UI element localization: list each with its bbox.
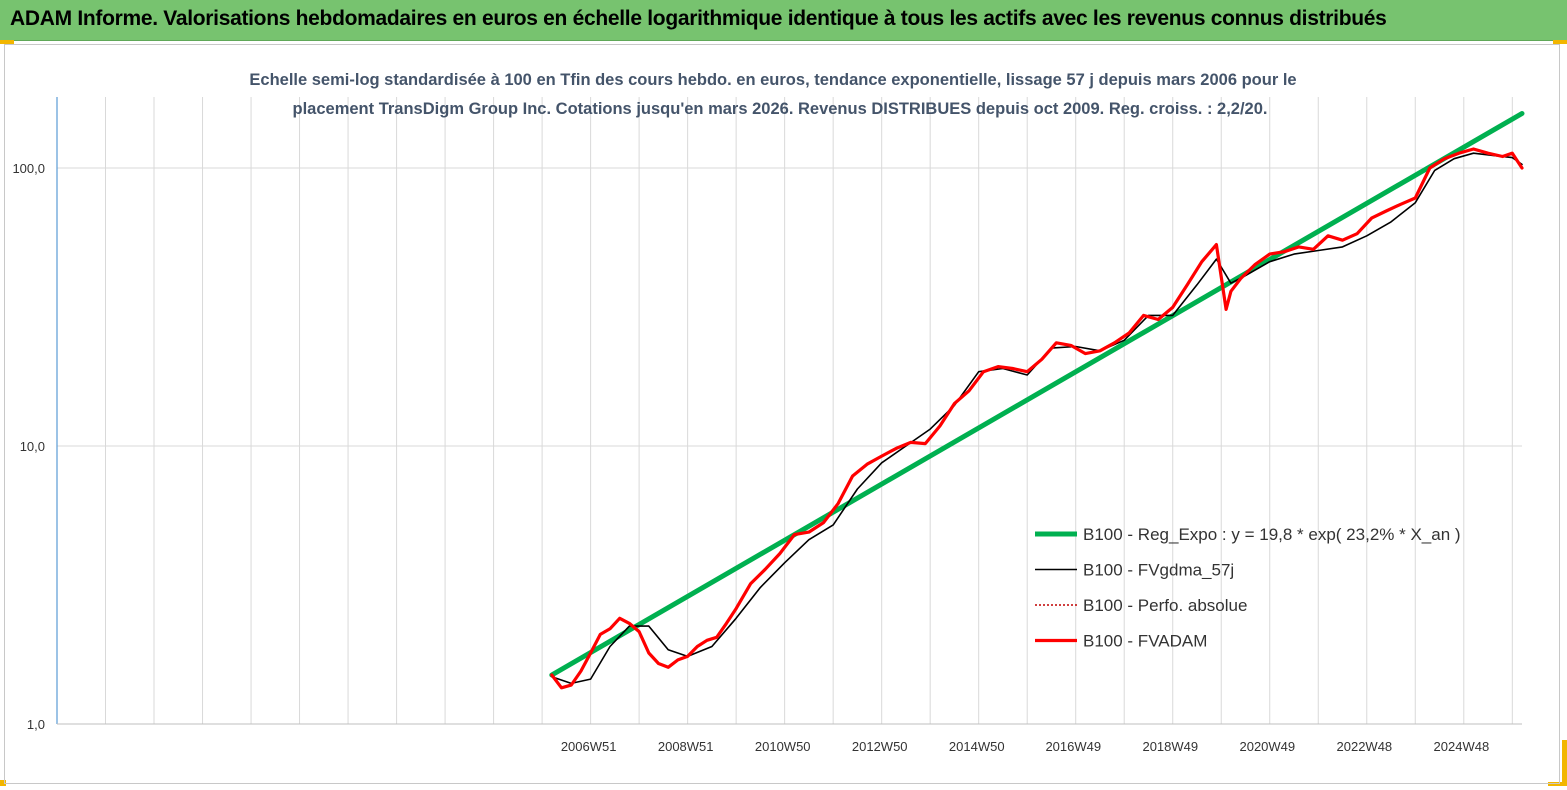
y-tick-label-0: 1,0	[27, 717, 45, 732]
y-tick-label-2: 100,0	[12, 161, 45, 176]
corner-marker-bottom-left	[0, 780, 6, 786]
x-tick-label-6: 2018W49	[1142, 739, 1198, 754]
legend-label-fvadam: B100 - FVADAM	[1083, 632, 1207, 651]
x-tick-label-7: 2020W49	[1239, 739, 1295, 754]
chart-subtitle-line-1: Echelle semi-log standardisée à 100 en T…	[249, 71, 1296, 89]
corner-marker-bottom-right	[1548, 782, 1567, 786]
corner-marker-top-right	[1553, 40, 1567, 44]
y-tick-label-1: 10,0	[20, 439, 45, 454]
series-line-fvadam	[550, 147, 1524, 690]
corner-marker-right-side	[1562, 740, 1567, 786]
legend: B100 - Reg_Expo : y = 19,8 * exp( 23,2% …	[1035, 525, 1461, 651]
header-bar: ADAM Informe. Valorisations hebdomadaire…	[0, 0, 1567, 41]
chart-subtitle-line-2: placement TransDigm Group Inc. Cotations…	[293, 100, 1268, 118]
x-tick-labels: 2006W51 2008W51 2010W50 2012W50 2014W50 2016W…	[561, 739, 1489, 754]
x-tick-label-0: 2006W51	[561, 739, 617, 754]
series-line-reg	[549, 111, 1525, 678]
header-title: ADAM Informe. Valorisations hebdomadaire…	[10, 7, 1387, 30]
x-tick-label-5: 2016W49	[1045, 739, 1101, 754]
x-tick-label-3: 2012W50	[852, 739, 908, 754]
y-tick-labels: 1,0 10,0 100,0	[12, 161, 45, 732]
series-layer	[549, 111, 1525, 690]
x-tick-label-2: 2010W50	[755, 739, 811, 754]
legend-label-fvgdma: B100 - FVgdma_57j	[1083, 561, 1234, 580]
series-line-fvgdma	[551, 152, 1523, 685]
legend-label-perfo: B100 - Perfo. absolue	[1083, 596, 1247, 615]
legend-label-reg: B100 - Reg_Expo : y = 19,8 * exp( 23,2% …	[1083, 525, 1461, 544]
x-tick-label-9: 2024W48	[1434, 739, 1490, 754]
corner-marker-top-left	[0, 40, 14, 44]
grid-layer	[57, 97, 1522, 725]
chart-frame	[4, 44, 1560, 784]
x-tick-label-8: 2022W48	[1337, 739, 1393, 754]
x-tick-label-4: 2014W50	[949, 739, 1005, 754]
x-tick-label-1: 2008W51	[658, 739, 714, 754]
